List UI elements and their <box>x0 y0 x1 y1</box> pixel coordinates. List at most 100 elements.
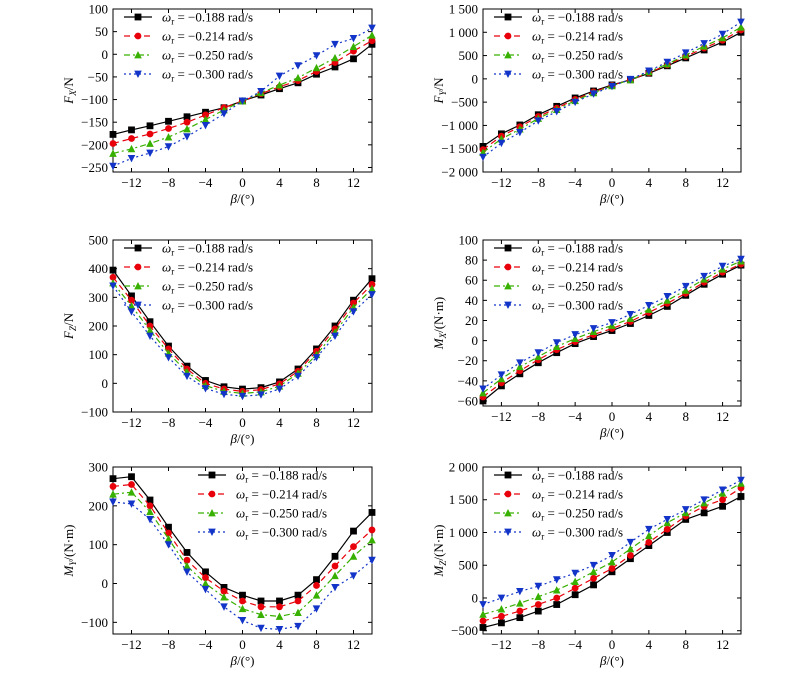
legend-marker <box>134 282 142 290</box>
data-point <box>331 552 339 560</box>
data-point <box>663 292 672 301</box>
data-point <box>183 133 191 141</box>
data-point <box>183 568 191 576</box>
y-tick-label: 0 <box>102 47 109 62</box>
data-point <box>127 144 136 153</box>
data-point <box>571 577 579 586</box>
data-point <box>571 331 579 339</box>
data-point <box>479 610 487 618</box>
data-point <box>201 115 210 123</box>
data-point <box>534 601 542 608</box>
x-tick-label: 4 <box>646 175 653 190</box>
data-point <box>201 585 210 594</box>
data-point <box>276 597 283 605</box>
data-point <box>681 282 690 291</box>
data-point <box>331 332 339 341</box>
data-point <box>257 597 265 605</box>
y-tick-label: 40 <box>465 293 478 308</box>
data-point <box>608 565 616 572</box>
data-point <box>368 24 376 33</box>
legend-marker <box>208 471 216 479</box>
x-tick-label: −12 <box>491 637 511 652</box>
data-point <box>109 475 117 483</box>
data-point <box>571 584 579 592</box>
data-point <box>718 486 727 494</box>
y-tick-label: 0 <box>472 590 479 605</box>
data-point <box>128 481 135 488</box>
y-tick-label: 500 <box>459 558 479 573</box>
x-tick-label: −8 <box>531 637 545 652</box>
data-point <box>146 332 154 341</box>
legend-marker <box>504 509 512 517</box>
data-point <box>238 604 247 613</box>
data-point <box>165 117 172 125</box>
y-tick-label: 200 <box>89 319 109 334</box>
y-tick-label: 80 <box>465 253 478 268</box>
data-point <box>626 311 635 319</box>
data-point <box>201 579 210 587</box>
y-tick-label: 1 000 <box>449 525 478 540</box>
legend-label: ωr = −0.214 rad/s <box>162 29 253 46</box>
data-point <box>497 605 506 613</box>
data-point <box>589 561 598 570</box>
x-tick-label: −8 <box>531 409 545 424</box>
data-point <box>127 155 136 163</box>
x-axis-label: β/(°) <box>230 191 255 206</box>
y-tick-label: 0 <box>472 71 479 86</box>
data-point <box>220 110 228 118</box>
data-point <box>146 149 154 157</box>
series-line <box>112 282 373 395</box>
x-tick-label: 0 <box>239 637 246 652</box>
data-point <box>275 625 284 634</box>
data-point <box>238 617 247 625</box>
data-point <box>349 35 358 43</box>
y-tick-label: 60 <box>465 273 478 288</box>
data-point <box>368 509 376 516</box>
data-point <box>589 325 598 333</box>
data-point <box>294 597 302 605</box>
data-point <box>275 81 284 89</box>
data-point <box>165 523 172 531</box>
data-point <box>331 562 339 570</box>
x-axis-label: β/(°) <box>599 425 624 440</box>
y-tick-label: −100 <box>81 92 108 107</box>
data-point <box>331 40 339 49</box>
y-tick-label: 100 <box>459 233 479 248</box>
data-point <box>368 556 376 565</box>
data-point <box>275 612 284 620</box>
x-tick-label: 8 <box>682 409 689 424</box>
data-point <box>368 284 376 293</box>
x-tick-label: 8 <box>682 637 689 652</box>
y-tick-label: 300 <box>89 460 109 475</box>
data-point <box>313 576 320 584</box>
x-tick-label: 4 <box>646 409 653 424</box>
x-tick-label: 12 <box>347 415 360 430</box>
x-tick-label: −4 <box>568 175 582 190</box>
x-tick-label: −8 <box>531 175 545 190</box>
y-tick-label: 1 500 <box>449 492 478 507</box>
x-tick-label: 4 <box>276 415 283 430</box>
data-point <box>312 354 321 362</box>
data-point <box>368 526 376 534</box>
data-point <box>239 591 246 599</box>
data-point <box>350 299 357 307</box>
data-point <box>294 591 302 599</box>
y-tick-label: −1 500 <box>441 141 478 156</box>
data-point <box>368 40 376 48</box>
data-point <box>719 496 726 504</box>
data-point <box>220 593 228 601</box>
legend-label: ωr = −0.300 rad/s <box>236 525 327 542</box>
x-tick-label: −8 <box>162 415 176 430</box>
panel-fy: −12 −8 −4 0 4 8 12 −2 000 −1 500 −1 000 −500 0 500 1 … <box>431 2 745 206</box>
legend-marker <box>504 263 512 271</box>
data-point <box>553 601 561 608</box>
data-point <box>534 582 543 591</box>
data-point <box>479 153 487 162</box>
x-tick-label: 12 <box>716 637 729 652</box>
data-point <box>275 385 284 394</box>
data-point <box>350 55 357 63</box>
panel-my: −12 −8 −4 0 4 8 12 −100 0 100 200 300 β/(°) MY/(N·m) ω… <box>61 460 376 668</box>
legend-label: ωr = −0.300 rad/s <box>162 67 253 84</box>
y-tick-label: 50 <box>95 24 108 39</box>
